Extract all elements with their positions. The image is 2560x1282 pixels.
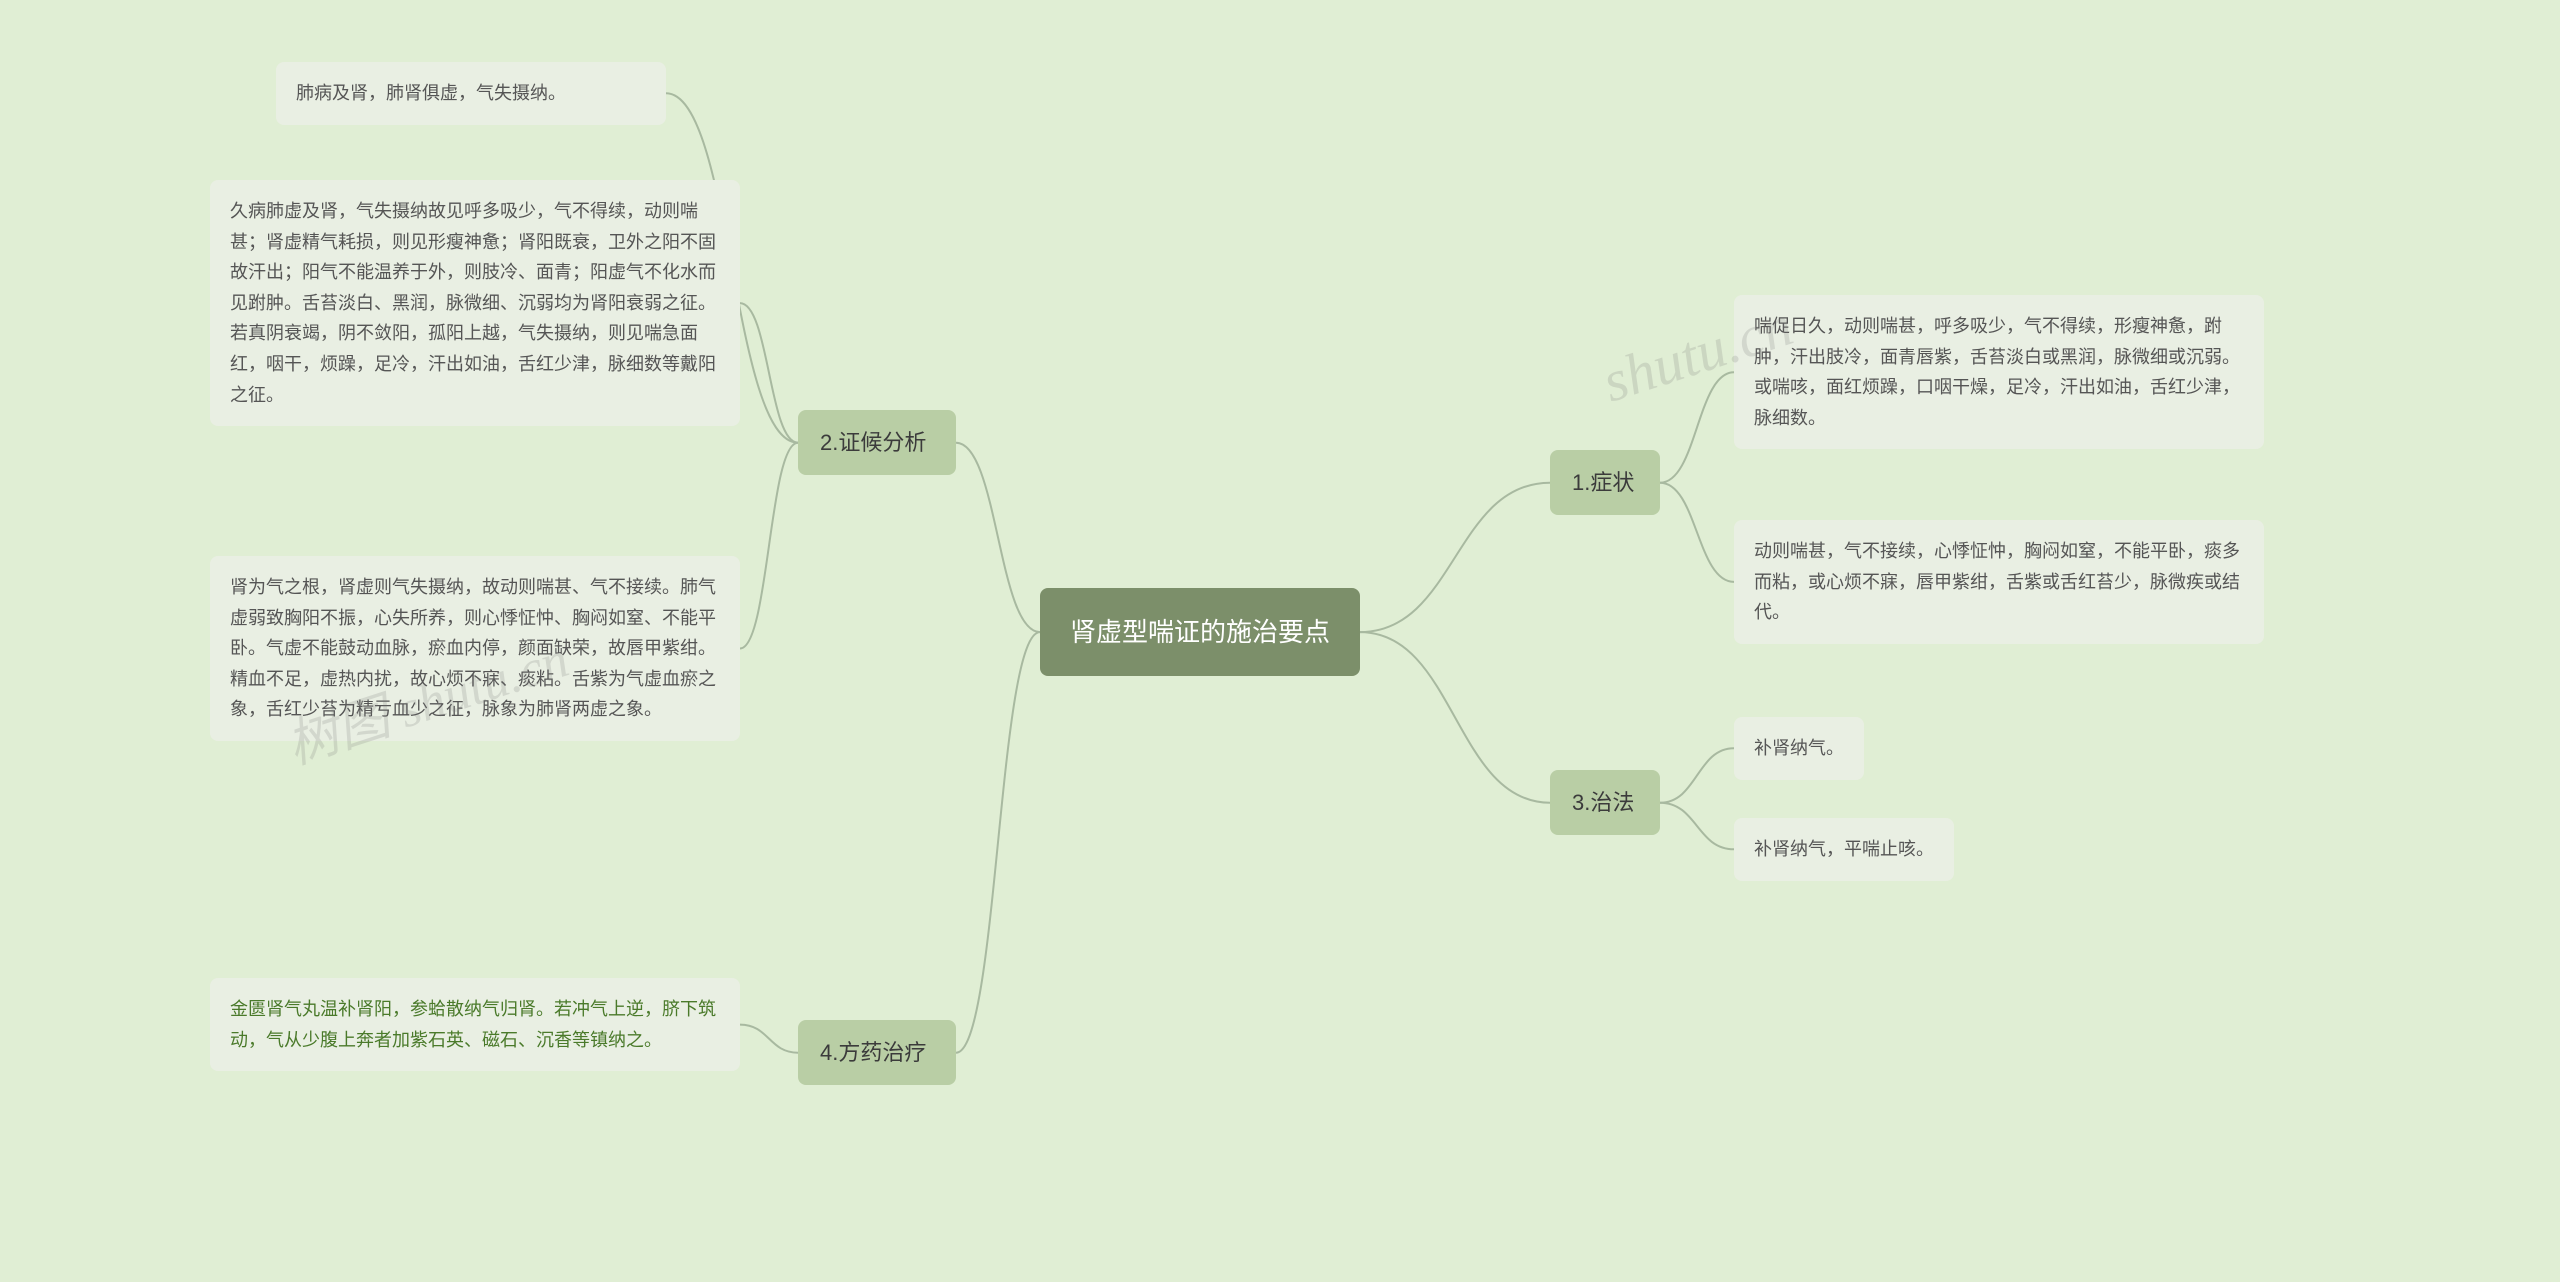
root-node: 肾虚型喘证的施治要点 <box>1040 588 1360 676</box>
root-label: 肾虚型喘证的施治要点 <box>1070 617 1330 647</box>
branch-prescription: 4.方药治疗 <box>798 1020 956 1085</box>
leaf-text: 肾为气之根，肾虚则气失摄纳，故动则喘甚、气不接续。肺气虚弱致胸阳不振，心失所养，… <box>230 577 716 719</box>
leaf-analysis-1: 肺病及肾，肺肾俱虚，气失摄纳。 <box>276 62 666 125</box>
leaf-symptom-2: 动则喘甚，气不接续，心悸怔忡，胸闷如窒，不能平卧，痰多而粘，或心烦不寐，唇甲紫绀… <box>1734 520 2264 644</box>
leaf-treatment-2: 补肾纳气，平喘止咳。 <box>1734 818 1954 881</box>
leaf-text: 肺病及肾，肺肾俱虚，气失摄纳。 <box>296 83 566 103</box>
leaf-prescription-1: 金匮肾气丸温补肾阳，参蛤散纳气归肾。若冲气上逆，脐下筑动，气从少腹上奔者加紫石英… <box>210 978 740 1071</box>
leaf-analysis-2: 久病肺虚及肾，气失摄纳故见呼多吸少，气不得续，动则喘甚；肾虚精气耗损，则见形瘦神… <box>210 180 740 426</box>
branch-label: 3.治法 <box>1572 790 1634 815</box>
leaf-text: 喘促日久，动则喘甚，呼多吸少，气不得续，形瘦神惫，跗肿，汗出肢冷，面青唇紫，舌苔… <box>1754 316 2240 428</box>
leaf-symptom-1: 喘促日久，动则喘甚，呼多吸少，气不得续，形瘦神惫，跗肿，汗出肢冷，面青唇紫，舌苔… <box>1734 295 2264 449</box>
leaf-text: 动则喘甚，气不接续，心悸怔忡，胸闷如窒，不能平卧，痰多而粘，或心烦不寐，唇甲紫绀… <box>1754 541 2240 622</box>
leaf-text: 金匮肾气丸温补肾阳，参蛤散纳气归肾。若冲气上逆，脐下筑动，气从少腹上奔者加紫石英… <box>230 999 716 1050</box>
leaf-text: 补肾纳气，平喘止咳。 <box>1754 839 1934 859</box>
leaf-treatment-1: 补肾纳气。 <box>1734 717 1864 780</box>
leaf-text: 补肾纳气。 <box>1754 738 1844 758</box>
leaf-analysis-3: 肾为气之根，肾虚则气失摄纳，故动则喘甚、气不接续。肺气虚弱致胸阳不振，心失所养，… <box>210 556 740 741</box>
branch-label: 1.症状 <box>1572 470 1634 495</box>
branch-analysis: 2.证候分析 <box>798 410 956 475</box>
branch-label: 2.证候分析 <box>820 430 926 455</box>
branch-treatment: 3.治法 <box>1550 770 1660 835</box>
leaf-text: 久病肺虚及肾，气失摄纳故见呼多吸少，气不得续，动则喘甚；肾虚精气耗损，则见形瘦神… <box>230 201 716 405</box>
branch-symptoms: 1.症状 <box>1550 450 1660 515</box>
branch-label: 4.方药治疗 <box>820 1040 926 1065</box>
